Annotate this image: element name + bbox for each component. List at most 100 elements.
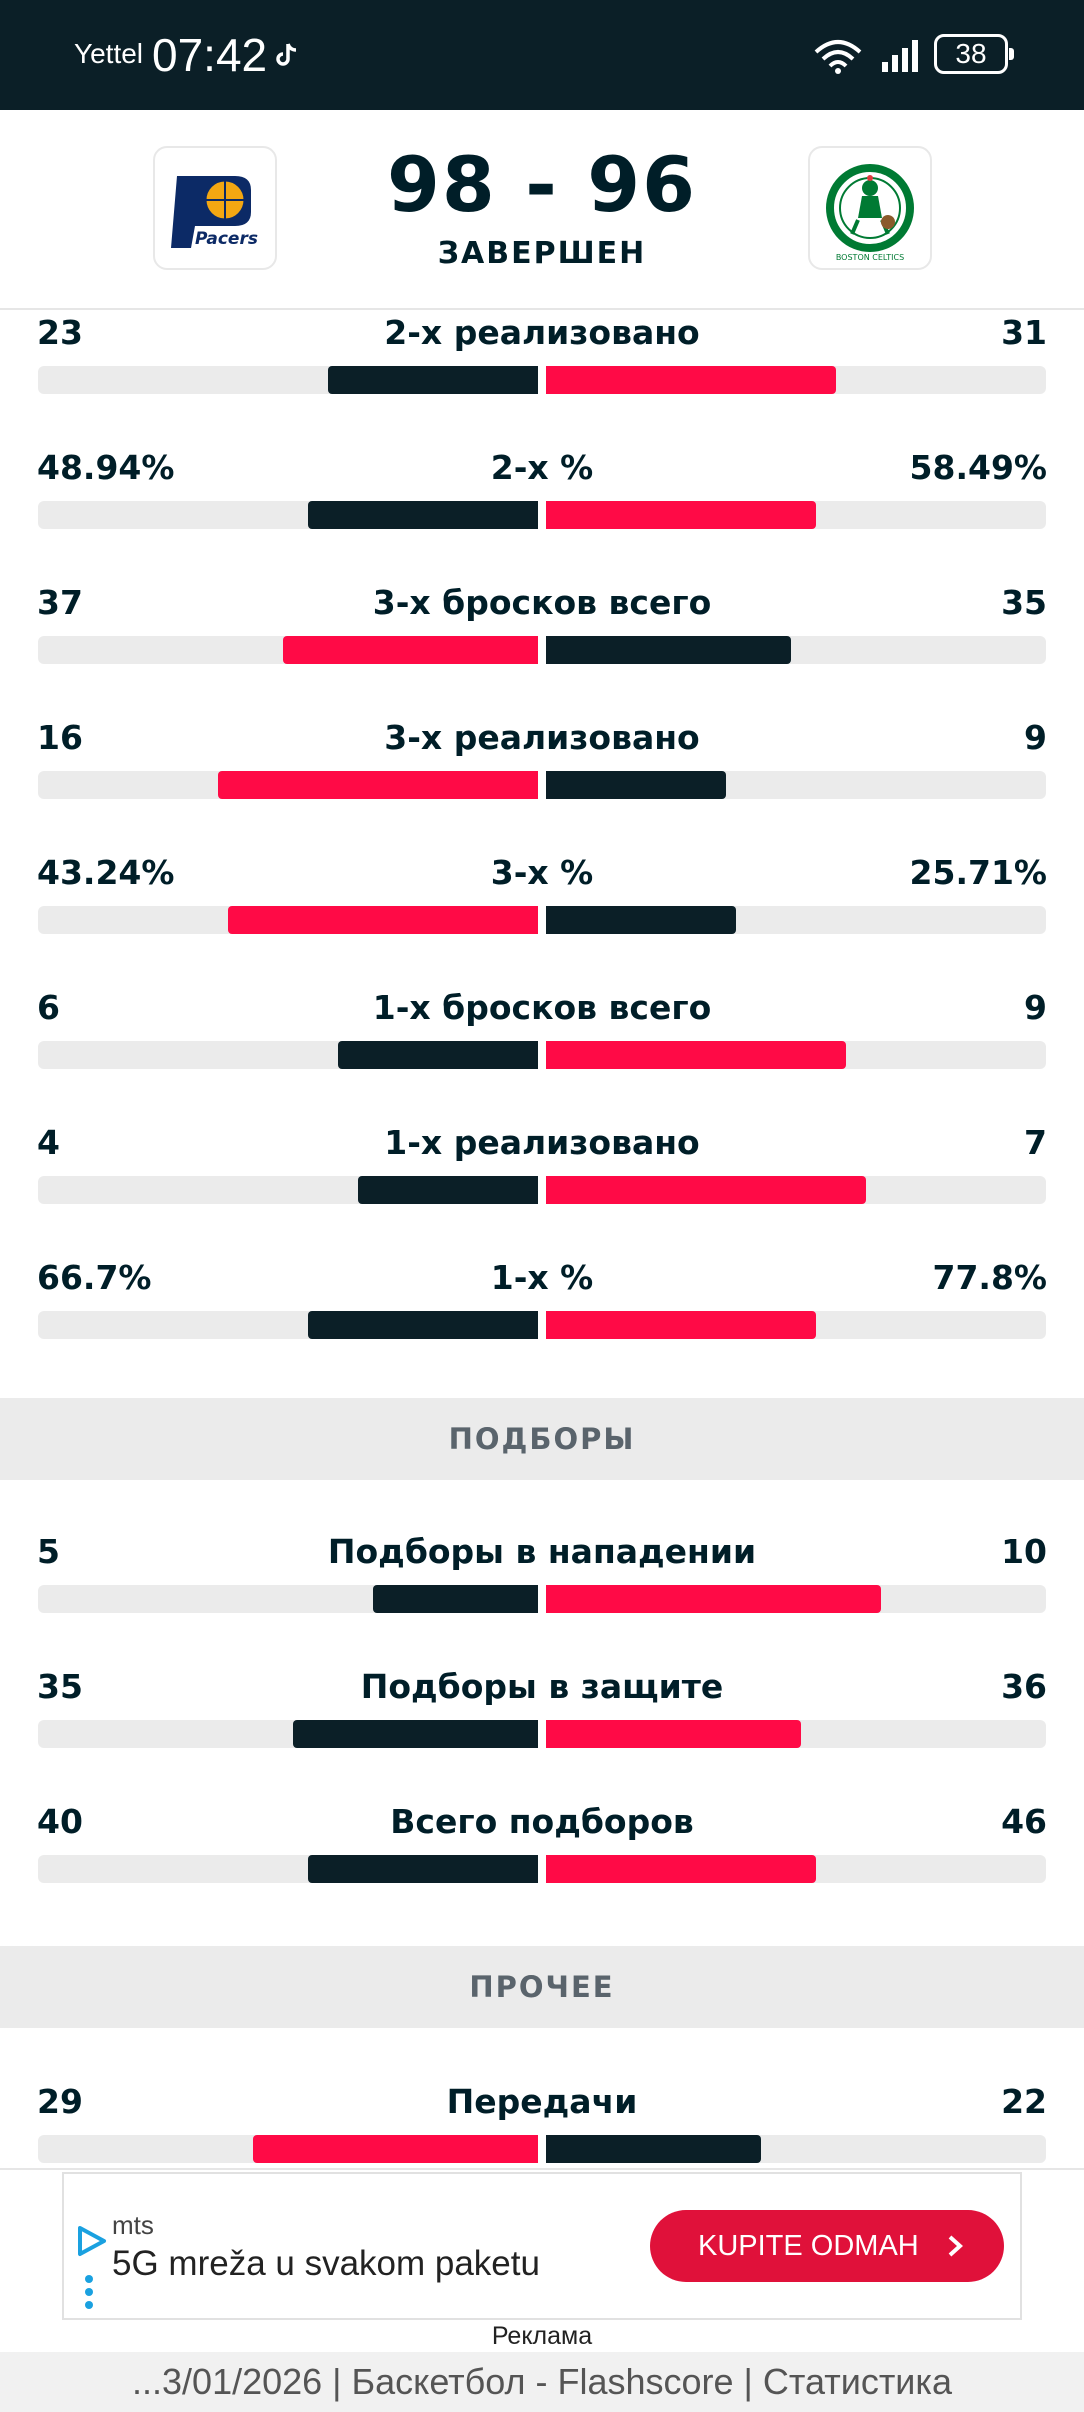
away-bar-fill — [546, 1311, 816, 1339]
away-bar-fill — [546, 906, 736, 934]
home-value: 66.7% — [37, 1258, 152, 1297]
match-score: 98 - 96 — [387, 140, 697, 229]
ad-cta-button[interactable]: KUPITE ODMAH — [650, 2210, 1004, 2282]
stat-row: 4 1-х реализовано 7 — [0, 1123, 1084, 1243]
home-value: 16 — [37, 718, 83, 757]
signal-icon — [882, 40, 918, 72]
home-value: 29 — [37, 2082, 83, 2121]
svg-text:Pacers: Pacers — [195, 229, 258, 249]
stat-row: 43.24% 3-х % 25.71% — [0, 853, 1084, 973]
away-bar-fill — [546, 2135, 761, 2163]
home-value: 6 — [37, 988, 60, 1027]
stat-bar — [38, 636, 1046, 664]
stat-bar — [38, 1176, 1046, 1204]
section-header-rebounds: ПОДБОРЫ — [0, 1398, 1084, 1480]
page-title-bar[interactable]: ...3/01/2026 | Баскетбол - Flashscore | … — [0, 2352, 1084, 2412]
home-bar-fill — [358, 1176, 538, 1204]
wifi-icon — [814, 40, 862, 74]
stat-row: 37 3-х бросков всего 35 — [0, 583, 1084, 703]
section-header-other: ПРОЧЕЕ — [0, 1946, 1084, 2028]
away-value: 7 — [1024, 1123, 1047, 1162]
away-value: 22 — [1001, 2082, 1047, 2121]
stat-name: 2-х % — [490, 448, 594, 487]
ad-label: Реклама — [491, 2322, 593, 2350]
away-bar-fill — [546, 1176, 866, 1204]
home-value: 43.24% — [37, 853, 175, 892]
carrier-label: Yettel — [74, 38, 144, 69]
away-value: 58.49% — [909, 448, 1047, 487]
stat-row: 23 2-х реализовано 31 — [0, 313, 1084, 433]
away-value: 77.8% — [932, 1258, 1048, 1297]
home-value: 4 — [37, 1123, 60, 1162]
away-bar-fill — [546, 771, 726, 799]
stat-bar — [38, 771, 1046, 799]
stat-bar — [38, 906, 1046, 934]
away-bar-fill — [546, 1720, 801, 1748]
stat-row: 66.7% 1-х % 77.8% — [0, 1258, 1084, 1378]
stat-row: 48.94% 2-х % 58.49% — [0, 448, 1084, 568]
away-bar-fill — [546, 1855, 816, 1883]
more-options-icon[interactable] — [84, 2274, 94, 2310]
home-value: 37 — [37, 583, 83, 622]
away-value: 36 — [1001, 1667, 1047, 1706]
stat-name: Подборы в защите — [360, 1667, 724, 1706]
home-bar-fill — [293, 1720, 538, 1748]
clock: 07:42 — [152, 29, 268, 81]
stat-bar — [38, 1720, 1046, 1748]
ad-choices-icon[interactable] — [74, 2224, 108, 2258]
home-value: 23 — [37, 313, 83, 352]
home-value: 48.94% — [37, 448, 175, 487]
stat-row: 16 3-х реализовано 9 — [0, 718, 1084, 838]
away-value: 31 — [1001, 313, 1047, 352]
away-bar-fill — [546, 1041, 846, 1069]
away-bar-fill — [546, 636, 791, 664]
home-bar-fill — [228, 906, 538, 934]
away-bar-fill — [546, 366, 836, 394]
status-bar: Yettel 07:42 38 — [0, 0, 1084, 110]
stat-name: 1-х % — [490, 1258, 594, 1297]
stat-bar — [38, 366, 1046, 394]
home-bar-fill — [373, 1585, 538, 1613]
stat-row: 35 Подборы в защите 36 — [0, 1667, 1084, 1787]
battery-icon: 38 — [934, 34, 1014, 74]
away-value: 9 — [1024, 988, 1047, 1027]
tiktok-icon — [276, 43, 297, 66]
stat-name: Подборы в нападении — [327, 1532, 757, 1571]
home-value: 40 — [37, 1802, 83, 1841]
stat-bar — [38, 1041, 1046, 1069]
stat-name: 3-х реализовано — [384, 718, 700, 757]
home-bar-fill — [253, 2135, 538, 2163]
home-bar-fill — [308, 1311, 538, 1339]
stat-bar — [38, 1311, 1046, 1339]
stat-name: 3-х бросков всего — [372, 583, 712, 622]
stat-name: Всего подборов — [390, 1802, 694, 1841]
stat-bar — [38, 501, 1046, 529]
ad-headline: 5G mreža u svakom paketu — [112, 2244, 540, 2283]
away-bar-fill — [546, 1585, 881, 1613]
stat-name: 2-х реализовано — [384, 313, 700, 352]
pacers-logo-icon: Pacers — [171, 176, 258, 249]
ad-brand: mts — [112, 2210, 154, 2240]
stat-name: Передачи — [446, 2082, 638, 2121]
stat-bar — [38, 2135, 1046, 2163]
svg-text:BOSTON CELTICS: BOSTON CELTICS — [836, 253, 904, 262]
home-value: 35 — [37, 1667, 83, 1706]
home-bar-fill — [308, 1855, 538, 1883]
away-team-logo[interactable]: BOSTON CELTICS — [808, 146, 932, 270]
chevron-right-icon — [948, 2235, 963, 2257]
home-team-logo[interactable]: Pacers — [153, 146, 277, 270]
away-value: 46 — [1001, 1802, 1047, 1841]
ad-banner[interactable]: mts 5G mreža u svakom paketu KUPITE ODMA… — [62, 2172, 1022, 2320]
stat-row: 5 Подборы в нападении 10 — [0, 1532, 1084, 1652]
away-value: 35 — [1001, 583, 1047, 622]
stat-row: 29 Передачи 22 — [0, 2082, 1084, 2202]
away-value: 9 — [1024, 718, 1047, 757]
home-bar-fill — [218, 771, 538, 799]
home-bar-fill — [283, 636, 538, 664]
away-bar-fill — [546, 501, 816, 529]
celtics-logo-icon: BOSTON CELTICS — [826, 164, 914, 262]
match-status: ЗАВЕРШЕН — [437, 236, 647, 271]
stat-name: 1-х бросков всего — [372, 988, 712, 1027]
away-value: 10 — [1001, 1532, 1047, 1571]
home-bar-fill — [338, 1041, 538, 1069]
